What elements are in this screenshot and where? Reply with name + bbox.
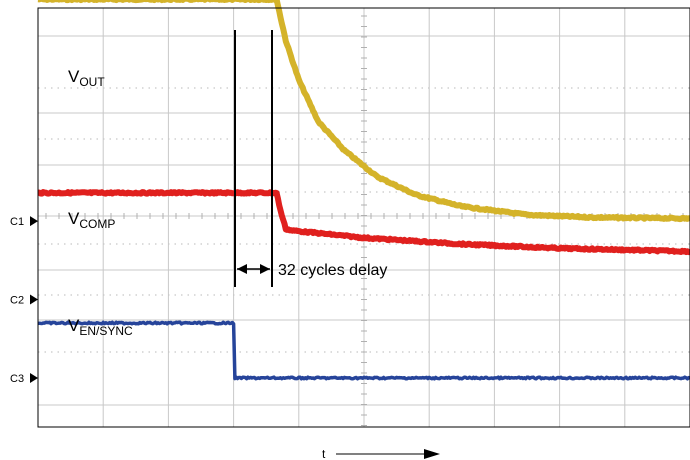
channel-marker-label: C3 (10, 373, 24, 385)
trace-labels: VOUT VCOMP VEN/SYNC (68, 67, 133, 338)
channel-marker-arrow (30, 294, 38, 305)
channel-marker-arrow (30, 216, 38, 227)
plot-frame (37, 7, 690, 428)
trace-vcomp (36, 189, 690, 256)
channel-marker-label: C2 (10, 295, 24, 307)
time-axis-arrow-head (424, 449, 440, 459)
traces (36, 0, 690, 381)
channel-marker-label: C1 (10, 216, 24, 228)
channel-markers: C1 C2 C3 (10, 216, 38, 385)
channel-marker-arrow (30, 373, 38, 383)
delay-arrow-right (260, 264, 270, 274)
time-axis: t (322, 447, 440, 460)
trace-label-vout: VOUT (68, 67, 105, 89)
delay-label: 32 cycles delay (278, 262, 387, 279)
trace-label-vcomp: VCOMP (68, 209, 115, 231)
trace-label-ven: VEN/SYNC (68, 316, 133, 338)
delay-annotation: 32 cycles delay (234, 30, 387, 287)
time-axis-label: t (322, 447, 326, 460)
trace-ven (37, 320, 690, 381)
delay-arrow-left (237, 264, 247, 274)
trace-vout (36, 0, 690, 223)
